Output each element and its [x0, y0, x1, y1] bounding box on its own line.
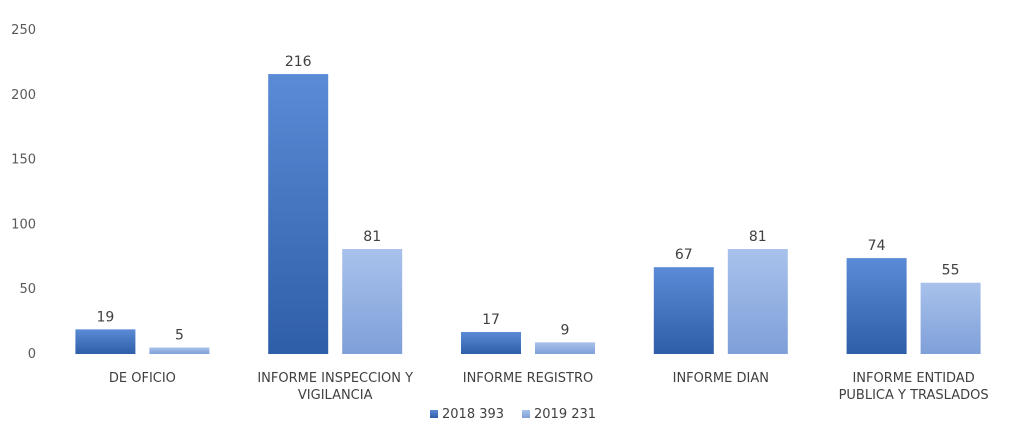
category-label: INFORME REGISTRO — [463, 371, 593, 386]
category-label: DE OFICIO — [109, 371, 176, 386]
y-tick-label: 200 — [11, 88, 36, 103]
bars: 19 5 216 81 17 9 67 81 74 55 — [75, 54, 981, 355]
data-label: 74 — [868, 238, 886, 254]
y-tick-label: 100 — [11, 217, 36, 232]
data-label: 5 — [175, 328, 184, 344]
bar — [920, 282, 981, 354]
data-label: 17 — [482, 312, 500, 328]
legend-swatch — [522, 410, 530, 418]
bar — [846, 258, 907, 354]
bar — [727, 249, 788, 354]
category-label: VIGILANCIA — [298, 388, 373, 403]
data-label: 55 — [942, 263, 960, 279]
bar — [268, 74, 329, 355]
bar — [535, 342, 595, 354]
bar — [461, 331, 521, 354]
category-label: INFORME DIAN — [673, 371, 769, 386]
legend: 2018 393 2019 231 — [430, 407, 596, 422]
bar — [653, 267, 714, 354]
legend-label: 2018 393 — [442, 407, 504, 422]
y-tick-label: 50 — [19, 282, 36, 297]
data-label: 81 — [363, 229, 381, 245]
bar — [149, 347, 210, 354]
legend-swatch — [430, 410, 438, 418]
data-label: 81 — [749, 229, 767, 245]
y-axis: 0 50 100 150 200 250 — [11, 23, 36, 362]
bar — [342, 249, 403, 354]
category-label: PUBLICA Y TRASLADOS — [839, 388, 989, 403]
data-label: 9 — [561, 322, 570, 338]
bar — [75, 329, 136, 354]
data-label: 216 — [285, 54, 312, 70]
x-axis: DE OFICIO INFORME INSPECCION Y VIGILANCIA I… — [109, 371, 989, 403]
y-tick-label: 250 — [11, 23, 36, 38]
legend-label: 2019 231 — [534, 407, 596, 422]
data-label: 19 — [96, 309, 114, 325]
y-tick-label: 0 — [28, 347, 36, 362]
y-tick-label: 150 — [11, 153, 36, 168]
category-label: INFORME INSPECCION Y — [257, 371, 413, 386]
data-label: 67 — [675, 247, 693, 263]
category-label: INFORME ENTIDAD — [852, 371, 974, 386]
